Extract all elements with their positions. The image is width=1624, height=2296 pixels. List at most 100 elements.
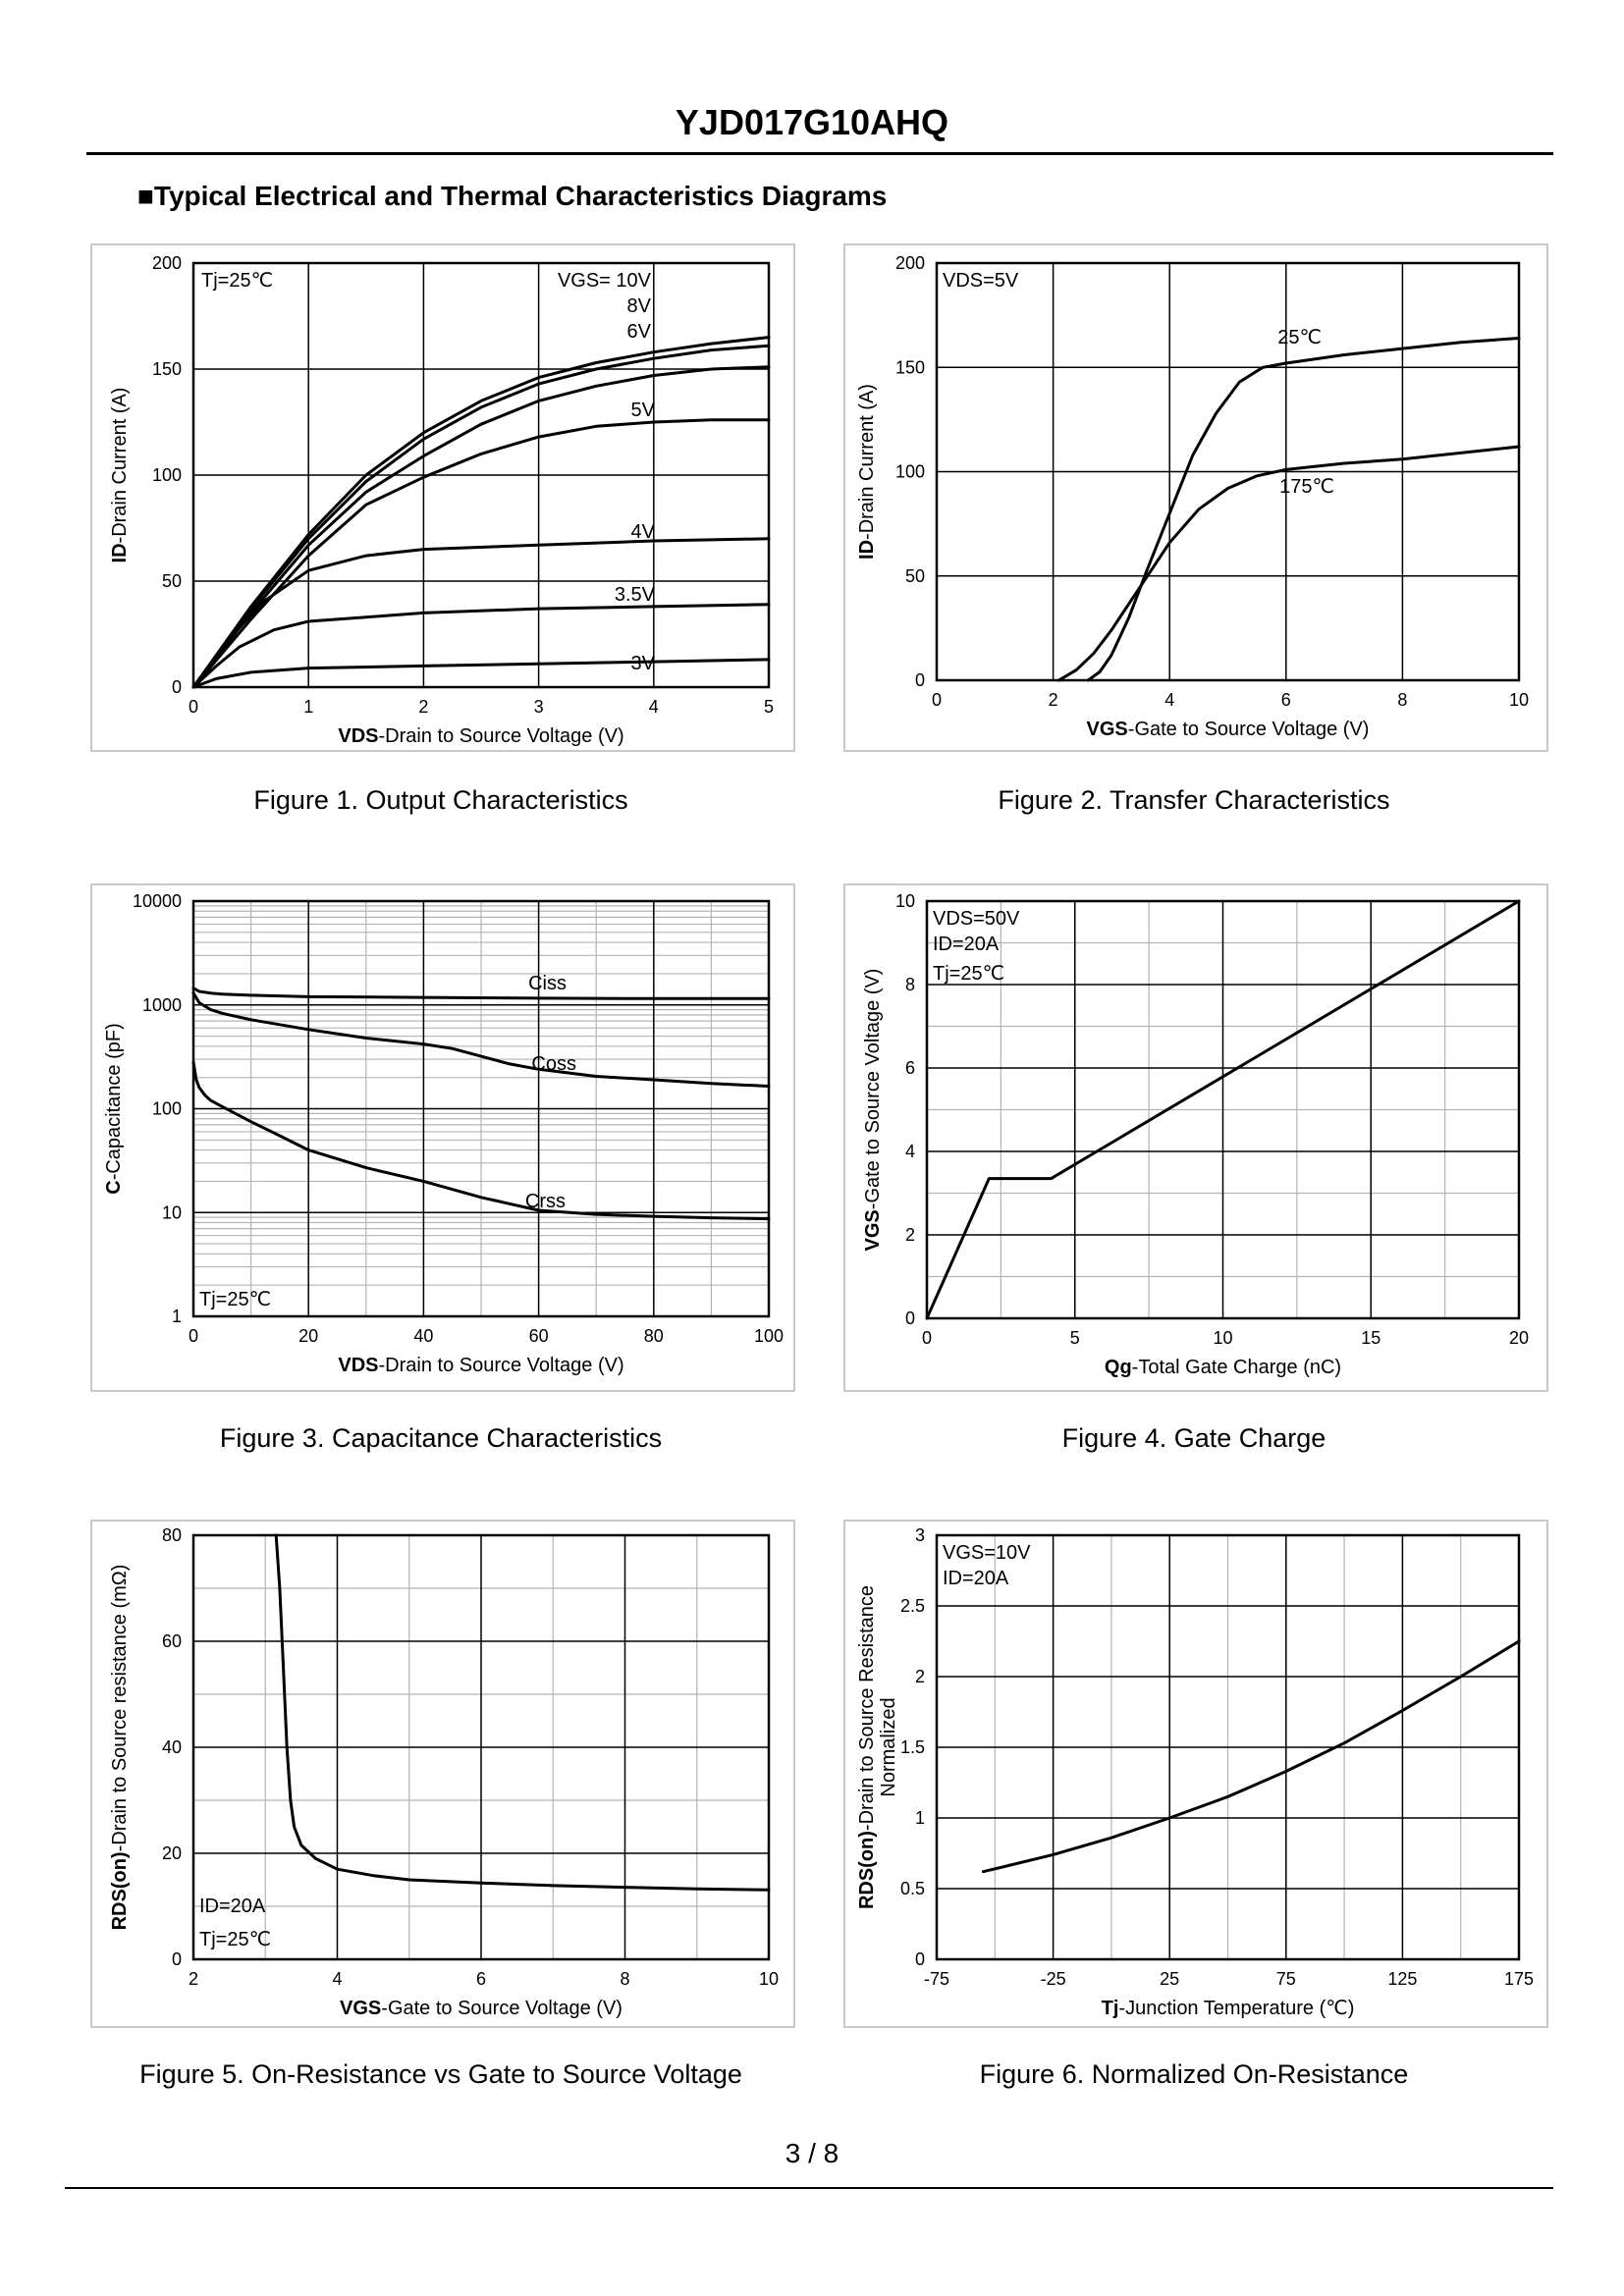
figure-4-chart: 0 5 10 15 20 0 2 4 6 8 10 Qg-Total Gate Charge (nC)…	[862, 891, 1529, 1378]
x-tick-label: 100	[754, 1326, 784, 1346]
x-axis-label-bold: VGS	[340, 1998, 381, 2019]
chart-annotation: 175℃	[1279, 476, 1334, 498]
y-tick-label: 1	[915, 1808, 925, 1828]
figure-2-panel: 0 2 4 6 8 10 0 50 100 150 200 VGS-Gate to Source Vo…	[843, 243, 1548, 752]
x-tick-label: 3	[534, 697, 544, 717]
x-tick-label: 6	[476, 1969, 486, 1989]
y-axis-label-bold: RDS(on)	[856, 1831, 878, 1909]
chart-annotation: Tj=25℃	[199, 1929, 271, 1950]
figure-1-panel: 0 1 2 3 4 5 0 50 100 150 200 VDS-Drain to Source Vo…	[90, 243, 795, 752]
x-tick-label: -25	[1041, 1969, 1066, 1989]
plot-frame	[191, 899, 771, 1318]
x-tick-label: 0	[189, 697, 198, 717]
series-line-fig2-0	[1086, 337, 1521, 682]
chart-annotation: Tj=25℃	[201, 270, 273, 292]
y-tick-label: 80	[162, 1525, 182, 1545]
y-axis-label-bold: C	[103, 1180, 125, 1194]
chart-annotation: 4V	[631, 521, 656, 543]
y-tick-label: 200	[895, 253, 925, 273]
series-line-fig1-2	[191, 365, 771, 689]
y-axis-label-rest: -Drain to Source Resistance	[856, 1585, 878, 1831]
chart-annotation: VGS=10V	[943, 1542, 1031, 1564]
x-tick-label: 5	[1070, 1328, 1080, 1348]
y-axis-label-rest: -Drain Current (A)	[109, 388, 131, 544]
y-tick-label: 0	[172, 1949, 182, 1969]
series-line-fig1-4	[191, 537, 771, 689]
x-axis-label: VDS-Drain to Source Voltage (V)	[338, 725, 623, 747]
y-axis-label: ID-Drain Current (A)	[109, 388, 131, 563]
chart-annotation: ID=20A	[199, 1896, 266, 1917]
x-tick-label: 20	[1509, 1328, 1529, 1348]
series-line-fig3-2	[191, 1060, 771, 1221]
x-tick-label: 175	[1504, 1969, 1534, 1989]
y-axis-label: RDS(on)-Drain to Source resistance (mΩ)	[109, 1565, 131, 1931]
chart-annotation: ID=20A	[933, 934, 1000, 955]
figure-5-chart: 2 4 6 8 10 0 20 40 60 80 VGS-Gate to Source Voltag…	[109, 1525, 779, 2019]
series-line-fig1-6	[191, 658, 771, 689]
chart-annotation: Coss	[531, 1053, 576, 1075]
x-tick-label: 6	[1281, 690, 1291, 710]
chart-annotation: Ciss	[528, 973, 567, 994]
x-tick-label: 10	[759, 1969, 779, 1989]
x-tick-label: 20	[298, 1326, 318, 1346]
x-axis-label-rest: -Drain to Source Voltage (V)	[379, 1355, 624, 1376]
y-tick-label: 3	[915, 1525, 925, 1545]
x-tick-label: 75	[1276, 1969, 1296, 1989]
y-tick-label: 50	[905, 566, 925, 586]
x-tick-label: 40	[413, 1326, 433, 1346]
x-tick-label: 10	[1213, 1328, 1232, 1348]
chart-annotation: 5V	[631, 400, 656, 421]
page-number: 3 / 8	[785, 2138, 839, 2168]
x-tick-label: 1	[303, 697, 313, 717]
y-tick-label: 10	[895, 891, 915, 911]
y-tick-label: 200	[152, 253, 182, 273]
x-axis-label-rest: -Gate to Source Voltage (V)	[381, 1998, 623, 2019]
y-axis-label: RDS(on)-Drain to Source Resistance	[856, 1585, 878, 1909]
series-line-fig3-0	[191, 987, 771, 1000]
x-tick-label: 8	[620, 1969, 629, 1989]
y-tick-label: 100	[895, 462, 925, 482]
y-tick-label: 4	[905, 1142, 915, 1161]
x-tick-label: 4	[649, 697, 659, 717]
y-tick-label: 10	[162, 1202, 182, 1222]
section-title: ■Typical Electrical and Thermal Characte…	[137, 181, 888, 211]
plot-frame	[935, 261, 1521, 682]
chart-annotation: VDS=50V	[933, 908, 1020, 930]
y-axis-label-rest: -Capacitance (pF)	[103, 1023, 125, 1180]
figure-6-panel: -75 -25 25 75 125 175 0 0.5 1 1.5 2 2.5 3 Tj-Junction…	[843, 1520, 1548, 2028]
x-axis-label-rest: -Drain to Source Voltage (V)	[379, 725, 624, 747]
y-tick-label: 0.5	[900, 1879, 925, 1898]
y-tick-label: 150	[152, 359, 182, 379]
x-axis-label: Qg-Total Gate Charge (nC)	[1105, 1357, 1341, 1378]
y-axis-label: ID-Drain Current (A)	[856, 384, 878, 560]
y-axis-label: VGS-Gate to Source Voltage (V)	[862, 969, 884, 1252]
series-line-fig2-1	[1057, 445, 1521, 682]
x-axis-label-bold: VDS	[338, 725, 378, 747]
x-tick-label: 125	[1387, 1969, 1417, 1989]
chart-annotation: VDS=5V	[943, 270, 1019, 292]
y-tick-label: 2	[915, 1667, 925, 1686]
y-tick-label: 10000	[133, 891, 182, 911]
chart-annotation: Crss	[525, 1191, 566, 1212]
x-axis-label: VGS-Gate to Source Voltage (V)	[340, 1998, 623, 2019]
y-tick-label: 6	[905, 1058, 915, 1078]
y-tick-label: 1000	[142, 995, 182, 1015]
y-axis-label-rest: -Drain to Source resistance (mΩ)	[109, 1565, 131, 1852]
y-tick-label: 2	[905, 1225, 915, 1245]
y-axis-label: C-Capacitance (pF)	[103, 1023, 125, 1195]
figure-2-caption: Figure 2. Transfer Characteristics	[998, 785, 1390, 815]
chart-annotation: 3V	[631, 653, 656, 674]
chart-annotation: 6V	[627, 321, 652, 343]
chart-annotation: ID=20A	[943, 1568, 1009, 1589]
x-tick-label: 4	[1164, 690, 1174, 710]
y-tick-label: 0	[905, 1308, 915, 1328]
figure-5-caption: Figure 5. On-Resistance vs Gate to Sourc…	[139, 2059, 742, 2089]
figure-4-panel: 0 5 10 15 20 0 2 4 6 8 10 Qg-Total Gate Charge (nC)…	[843, 883, 1548, 1392]
x-axis-label: Tj-Junction Temperature (℃)	[1102, 1998, 1355, 2019]
figure-1-caption: Figure 1. Output Characteristics	[253, 785, 628, 815]
series-line-fig6-0	[981, 1639, 1521, 1874]
x-tick-label: 2	[418, 697, 428, 717]
y-tick-label: 8	[905, 975, 915, 994]
series-line-fig1-3	[191, 418, 771, 689]
